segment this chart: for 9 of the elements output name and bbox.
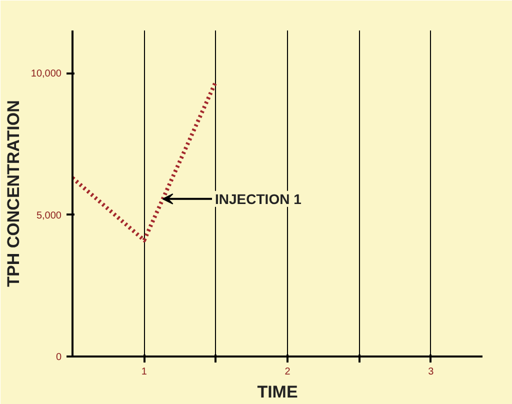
x-axis-title: TIME xyxy=(257,382,298,402)
y-tick-label: 10,000 xyxy=(30,68,62,80)
y-tick-label: 0 xyxy=(56,352,62,363)
x-tick-label: 2 xyxy=(284,366,291,378)
x-tick-label: 3 xyxy=(428,366,434,378)
y-axis-title: TPH CONCENTRATION xyxy=(4,100,23,287)
x-tick-label: 1 xyxy=(141,366,148,378)
y-tick-label: 5,000 xyxy=(36,210,62,222)
annotation: INJECTION 1 xyxy=(215,190,302,207)
